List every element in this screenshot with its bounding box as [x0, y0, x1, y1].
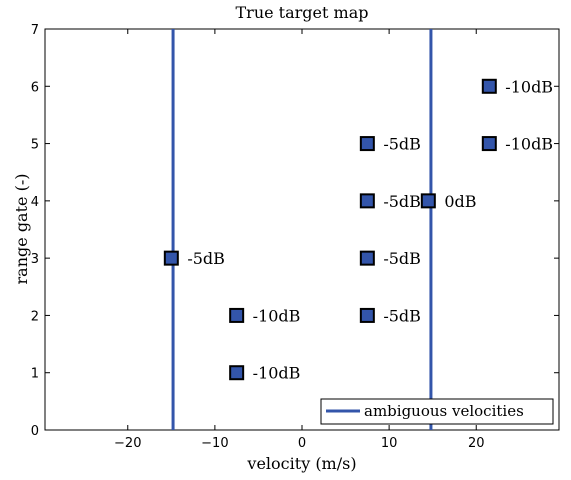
y-axis-ticks: 0 1 2 3 4 5 6 7	[31, 23, 559, 439]
plot-area	[44, 28, 560, 431]
y-tick-label: 6	[31, 80, 39, 95]
data-point-marker	[359, 136, 375, 152]
y-tick-label: 1	[31, 367, 39, 382]
legend-label: ambiguous velocities	[364, 402, 524, 420]
x-axis-ticks: −20 −10 0 10 20	[114, 29, 485, 451]
data-point-label: 0dB	[444, 192, 476, 211]
data-point-marker	[229, 365, 245, 381]
data-point-marker	[481, 78, 497, 94]
data-points: -5dB -10dB -10dB -5dB -5dB -5dB -5dB 0dB -10dB -1…	[163, 77, 553, 383]
data-point-label: -5dB	[187, 249, 225, 268]
y-axis-label: range gate (-)	[12, 174, 31, 285]
data-point-label: -5dB	[383, 249, 421, 268]
x-tick-label: 20	[468, 436, 485, 451]
legend: ambiguous velocities	[320, 398, 554, 425]
ambiguous-velocity-lines	[171, 29, 433, 430]
x-tick-label: −10	[201, 436, 228, 451]
y-tick-label: 4	[31, 195, 39, 210]
x-tick-label: 10	[381, 436, 398, 451]
data-point-marker	[359, 307, 375, 323]
x-axis-label: velocity (m/s)	[246, 454, 356, 473]
data-point-marker	[359, 193, 375, 209]
data-point-label: -10dB	[505, 135, 553, 154]
y-tick-label: 2	[31, 309, 39, 324]
x-tick-label: −20	[114, 436, 141, 451]
y-tick-label: 3	[31, 252, 39, 267]
data-point-label: -5dB	[383, 306, 421, 325]
chart-title: True target map	[236, 3, 369, 22]
data-point-label: -10dB	[505, 77, 553, 96]
data-point-label: -5dB	[383, 192, 421, 211]
data-point-label: -10dB	[253, 306, 301, 325]
data-point-marker	[420, 193, 436, 209]
data-point-marker	[359, 250, 375, 266]
y-tick-label: 7	[31, 23, 39, 38]
data-point-marker	[163, 250, 179, 266]
data-point-marker	[229, 307, 245, 323]
data-point-marker	[481, 136, 497, 152]
y-tick-label: 0	[31, 424, 39, 439]
data-point-label: -10dB	[253, 364, 301, 383]
data-point-label: -5dB	[383, 135, 421, 154]
y-tick-label: 5	[31, 138, 39, 153]
x-tick-label: 0	[298, 436, 306, 451]
